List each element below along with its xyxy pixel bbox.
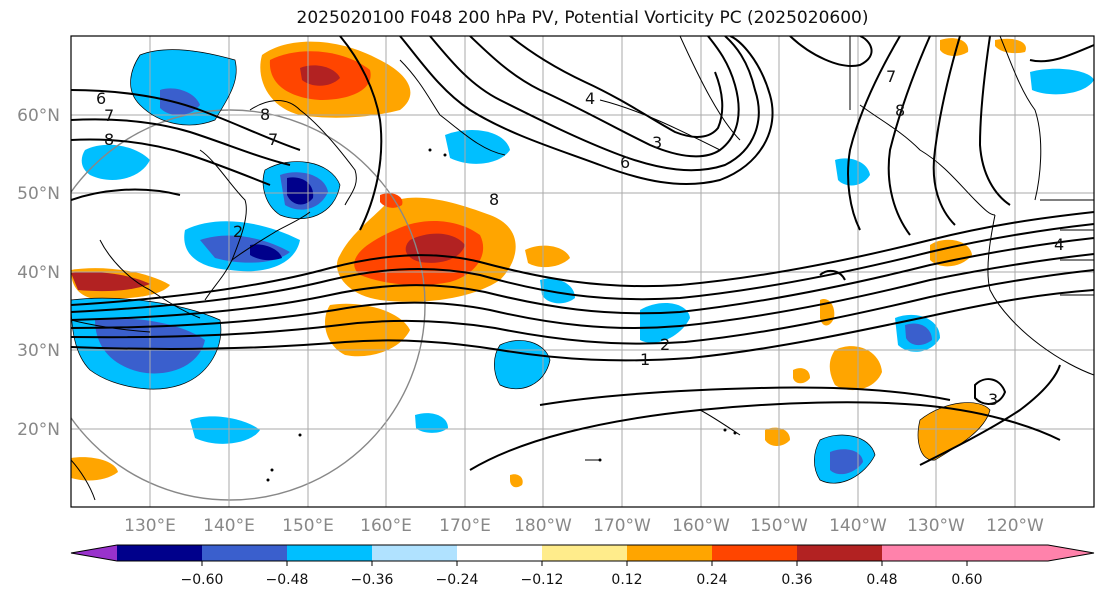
latitude-label: 20°N — [17, 420, 60, 440]
longitude-label: 180°W — [514, 516, 572, 536]
neg-anomaly-area — [905, 323, 932, 346]
neg-anomaly-area — [415, 413, 448, 433]
contour-label: 6 — [620, 153, 630, 172]
map-title: 2025020100 F048 200 hPa PV, Potential Vo… — [296, 8, 869, 28]
longitude-label: 160°E — [360, 516, 412, 536]
latitude-label: 40°N — [17, 263, 60, 283]
colorbar-segment — [712, 545, 797, 561]
colorbar-segment — [627, 545, 712, 561]
latitude-label: 50°N — [17, 184, 60, 204]
latitude-label: 60°N — [17, 106, 60, 126]
contour-label: 3 — [988, 390, 998, 409]
contour-label: 7 — [268, 130, 278, 149]
neg-anomaly-area — [190, 416, 260, 444]
longitude-label: 130°W — [907, 516, 965, 536]
neg-anomaly-area — [81, 144, 150, 180]
colorbar-tick-label: −0.60 — [181, 572, 224, 588]
contour-label: 7 — [104, 106, 114, 125]
contour-label: 6 — [96, 89, 106, 108]
colorbar-segment — [287, 545, 372, 561]
neg-anomaly-area — [540, 278, 575, 304]
colorbar-segment — [542, 545, 627, 561]
contour-label: 1 — [640, 350, 650, 369]
contour-label: 4 — [585, 89, 595, 108]
latitude-labels: 60°N 50°N 40°N 30°N 20°N — [17, 106, 60, 440]
map-frame — [70, 35, 1095, 508]
colorbar-segment — [117, 545, 202, 561]
neg-anomaly-area — [835, 158, 870, 186]
pos-anomaly-area — [510, 474, 523, 488]
pos-anomaly-area — [765, 427, 790, 446]
colorbar-max-extension — [967, 545, 1094, 561]
contour-label: 8 — [104, 130, 114, 149]
pos-anomaly-area — [930, 239, 972, 267]
pos-anomaly-area — [829, 346, 882, 391]
longitude-label: 130°E — [124, 516, 176, 536]
contour-label: 8 — [895, 101, 905, 120]
contour-label: 8 — [489, 190, 499, 209]
neg-anomaly-area — [445, 130, 510, 164]
longitude-label: 120°W — [986, 516, 1044, 536]
map-layer: 6 7 8 7 8 2 4 6 3 7 8 2 1 4 3 8 — [71, 36, 1094, 507]
colorbar-tick-label: −0.12 — [521, 572, 564, 588]
latitude-label: 30°N — [17, 341, 60, 361]
longitude-label: 150°W — [750, 516, 808, 536]
neg-anomaly-area — [160, 88, 200, 116]
colorbar-segment — [202, 545, 287, 561]
colorbar: −0.60 −0.48 −0.36 −0.24 −0.12 0.12 0.24 … — [70, 544, 1095, 588]
longitude-labels: 130°E 140°E 150°E 160°E 170°E 180°W 170°… — [124, 516, 1044, 536]
colorbar-tick-label: −0.36 — [351, 572, 394, 588]
contour-label: 2 — [233, 222, 243, 241]
contour-label: 8 — [260, 105, 270, 124]
neg-anomaly-area — [250, 244, 282, 261]
pv-contours — [71, 36, 1094, 471]
colorbar-outline — [70, 544, 1095, 562]
longitude-label: 160°W — [672, 516, 730, 536]
neg-anomaly-area — [287, 177, 314, 205]
reference-circle — [71, 109, 426, 501]
contour-label: 3 — [652, 133, 662, 152]
colorbar-tick-label: 0.24 — [696, 572, 727, 588]
longitude-label: 170°W — [593, 516, 651, 536]
pos-anomaly-area — [71, 272, 150, 292]
neg-anomaly-area — [1030, 68, 1094, 95]
pos-anomaly-area — [525, 245, 570, 268]
colorbar-tick-label: −0.24 — [436, 572, 479, 588]
longitude-label: 150°E — [282, 516, 334, 536]
longitude-label: 170°E — [439, 516, 491, 536]
pv-anomaly-fills — [71, 38, 1094, 488]
island-markers — [266, 148, 737, 482]
colorbar-ticks — [201, 561, 968, 566]
pos-anomaly-area — [793, 368, 810, 384]
anomaly-outlines — [71, 49, 991, 484]
contour-label: 7 — [886, 67, 896, 86]
colorbar-min-extension — [71, 545, 117, 561]
longitude-label: 140°E — [203, 516, 255, 536]
colorbar-tick-label: −0.48 — [266, 572, 309, 588]
colorbar-tick-label: 0.60 — [951, 572, 982, 588]
colorbar-tick-label: 0.36 — [781, 572, 812, 588]
colorbar-segment — [457, 545, 542, 561]
pos-anomaly-area — [940, 38, 969, 56]
longitude-label: 140°W — [829, 516, 887, 536]
colorbar-segment — [372, 545, 457, 561]
contour-label: 2 — [660, 335, 670, 354]
neg-anomaly-area — [830, 449, 863, 475]
neg-anomaly-area — [130, 49, 237, 125]
pos-anomaly-area — [300, 65, 340, 86]
neg-anomaly-area — [494, 340, 550, 389]
colorbar-segment — [882, 545, 967, 561]
pos-anomaly-area — [325, 303, 410, 357]
contour-label: 4 — [1054, 235, 1064, 254]
contour-labels: 6 7 8 7 8 2 4 6 3 7 8 2 1 4 3 8 — [96, 67, 1064, 409]
colorbar-tick-label: 0.12 — [611, 572, 642, 588]
colorbar-segment — [797, 545, 882, 561]
colorbar-tick-label: 0.48 — [866, 572, 897, 588]
